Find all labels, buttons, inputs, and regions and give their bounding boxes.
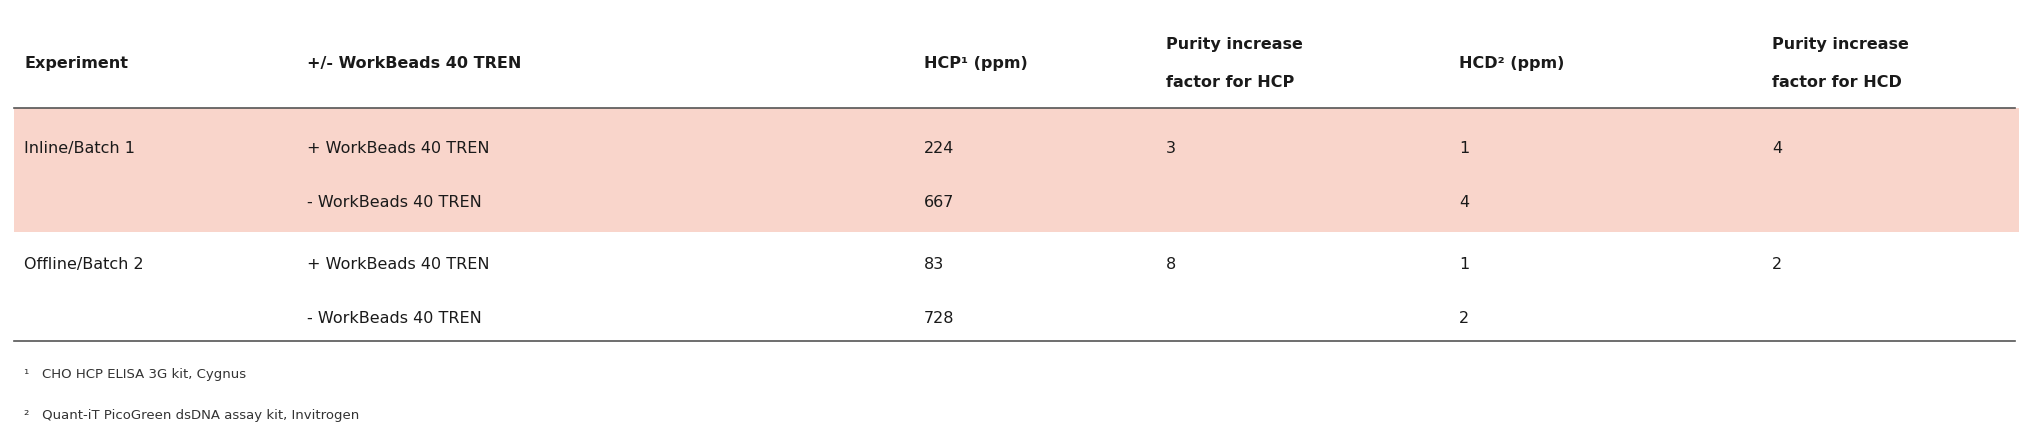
Text: 1: 1: [1459, 257, 1469, 272]
Text: - WorkBeads 40 TREN: - WorkBeads 40 TREN: [306, 311, 483, 326]
Text: HCD² (ppm): HCD² (ppm): [1459, 56, 1564, 71]
Text: Inline/Batch 1: Inline/Batch 1: [24, 141, 136, 156]
Text: Offline/Batch 2: Offline/Batch 2: [24, 257, 144, 272]
Text: 4: 4: [1771, 141, 1781, 156]
Text: ¹   CHO HCP ELISA 3G kit, Cygnus: ¹ CHO HCP ELISA 3G kit, Cygnus: [24, 368, 246, 381]
Text: +/- WorkBeads 40 TREN: +/- WorkBeads 40 TREN: [306, 56, 521, 71]
Text: - WorkBeads 40 TREN: - WorkBeads 40 TREN: [306, 195, 483, 210]
Text: ²   Quant-iT PicoGreen dsDNA assay kit, Invitrogen: ² Quant-iT PicoGreen dsDNA assay kit, In…: [24, 409, 359, 421]
Text: Purity increase: Purity increase: [1771, 38, 1909, 52]
Text: factor for HCD: factor for HCD: [1771, 75, 1901, 90]
Bar: [14, 108, 2019, 232]
Text: 2: 2: [1459, 311, 1469, 326]
Text: 83: 83: [923, 257, 943, 272]
Text: 8: 8: [1167, 257, 1177, 272]
Text: 1: 1: [1459, 141, 1469, 156]
Text: + WorkBeads 40 TREN: + WorkBeads 40 TREN: [306, 257, 489, 272]
Text: 728: 728: [923, 311, 954, 326]
Text: Experiment: Experiment: [24, 56, 128, 71]
Text: Purity increase: Purity increase: [1167, 38, 1303, 52]
Text: 3: 3: [1167, 141, 1177, 156]
Text: 667: 667: [923, 195, 954, 210]
Text: 224: 224: [923, 141, 954, 156]
Text: + WorkBeads 40 TREN: + WorkBeads 40 TREN: [306, 141, 489, 156]
Text: 2: 2: [1771, 257, 1781, 272]
Text: HCP¹ (ppm): HCP¹ (ppm): [923, 56, 1027, 71]
Text: factor for HCP: factor for HCP: [1167, 75, 1295, 90]
Text: 4: 4: [1459, 195, 1469, 210]
